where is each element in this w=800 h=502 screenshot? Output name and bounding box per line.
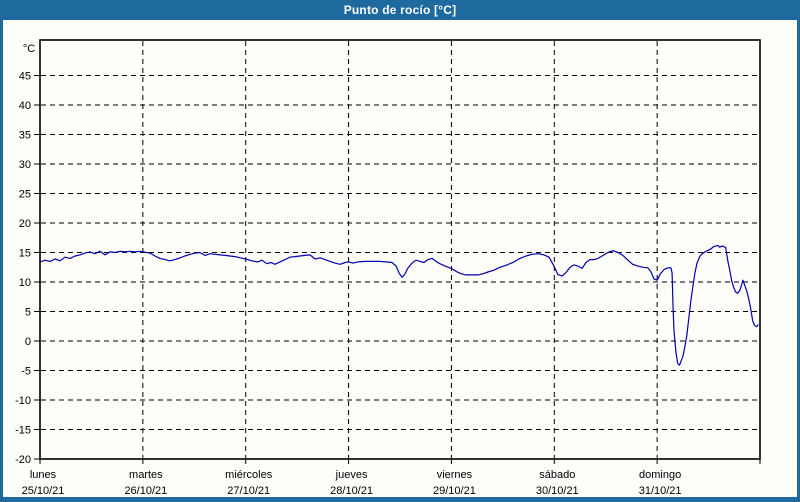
- plot-frame: [39, 39, 761, 460]
- y-tick-label: -15: [15, 425, 31, 437]
- y-tick-label: 15: [19, 248, 31, 260]
- date-label: 29/10/21: [433, 485, 476, 497]
- day-label: domingo: [639, 469, 681, 481]
- date-label: 25/10/21: [22, 485, 65, 497]
- day-label: martes: [129, 469, 163, 481]
- date-label: 26/10/21: [124, 485, 167, 497]
- date-label: 31/10/21: [639, 485, 682, 497]
- dew-point-chart: 45 40 35 30 25 20 15 10 5 0 -5 -10 -15 -20 lunes 25/10/…: [15, 39, 761, 497]
- date-label: 27/10/21: [227, 485, 270, 497]
- y-tick-label: 0: [25, 336, 31, 348]
- day-label: lunes: [30, 469, 57, 481]
- date-label: 30/10/21: [536, 485, 579, 497]
- y-tick-label: 45: [19, 71, 31, 83]
- y-tick-label: -10: [15, 395, 31, 407]
- y-tick-label: -5: [21, 366, 31, 378]
- date-label: 28/10/21: [330, 485, 373, 497]
- day-label: viernes: [437, 469, 473, 481]
- y-tick-label: 10: [19, 277, 31, 289]
- y-tick-label: 40: [19, 100, 31, 112]
- y-tick-label: 5: [25, 307, 31, 319]
- day-label: jueves: [335, 469, 368, 481]
- window-title-bar: Punto de rocío [°C]: [0, 0, 800, 20]
- day-label: miércoles: [225, 469, 273, 481]
- axis-labels: 45 40 35 30 25 20 15 10 5 0 -5 -10 -15 -20 lunes 25/10/…: [15, 43, 681, 497]
- y-tick-label: 30: [19, 159, 31, 171]
- y-tick-label: 25: [19, 189, 31, 201]
- gridlines: [41, 41, 759, 458]
- chart-panel: 45 40 35 30 25 20 15 10 5 0 -5 -10 -15 -20 lunes 25/10/…: [3, 20, 797, 497]
- dew-point-series-line: [39, 244, 759, 366]
- day-label: sábado: [539, 469, 575, 481]
- axes: [34, 75, 761, 464]
- y-tick-label: 35: [19, 130, 31, 142]
- y-axis-unit-label: °C: [23, 43, 35, 55]
- y-tick-label: 20: [19, 218, 31, 230]
- window-title: Punto de rocío [°C]: [343, 3, 457, 17]
- y-tick-label: -20: [15, 454, 31, 466]
